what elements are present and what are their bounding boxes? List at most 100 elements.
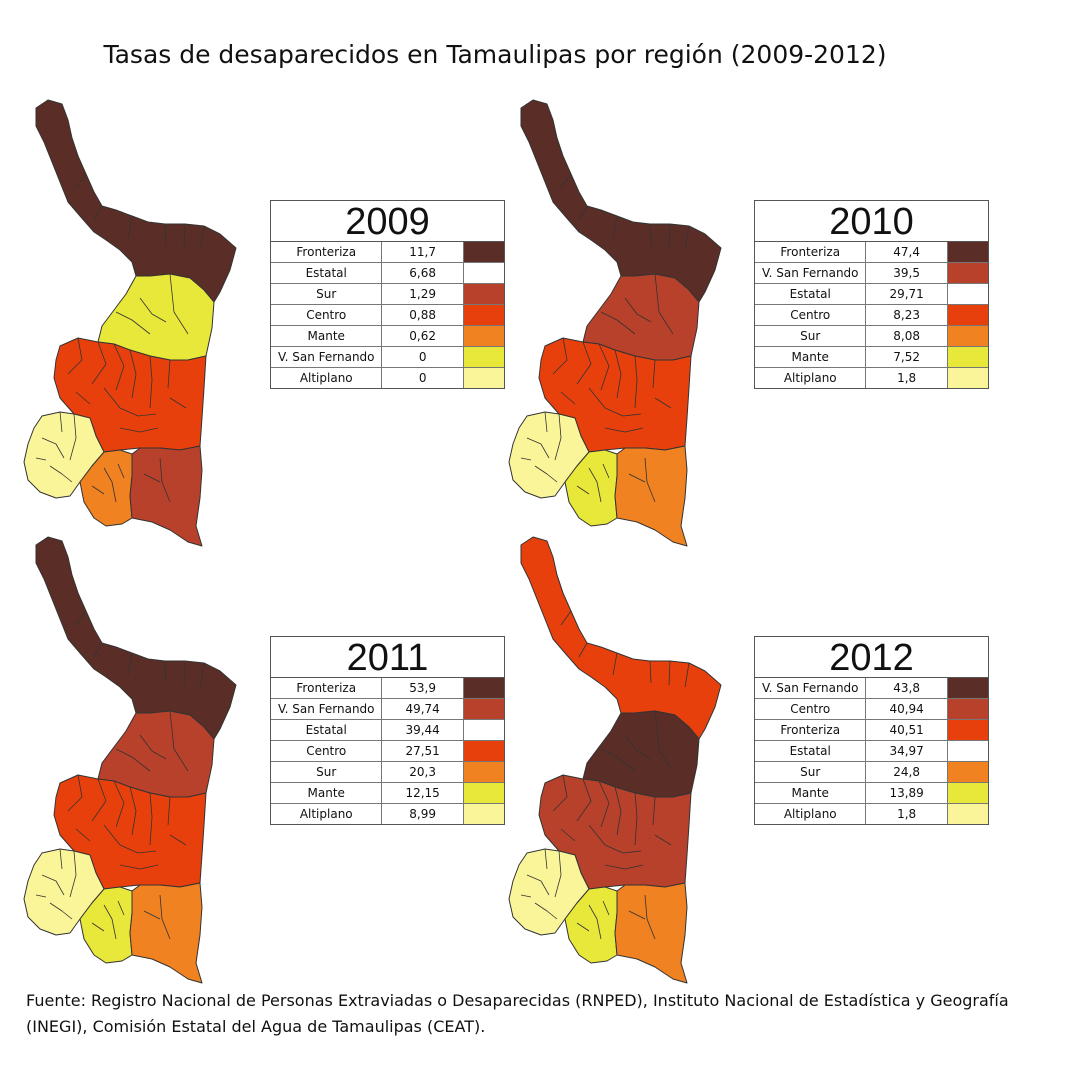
region-name: Centro <box>755 304 867 326</box>
legend-year: 2009 <box>271 201 504 243</box>
legend-row: Altiplano 0 <box>271 367 504 388</box>
region-name: Mante <box>271 325 383 347</box>
legend-row: Mante 13,89 <box>755 782 988 804</box>
region-fronteriza <box>35 99 237 303</box>
legend-rows: V. San Fernando 43,8 Centro 40,94 Fronteriza… <box>755 678 988 824</box>
legend-row: Estatal 6,68 <box>271 262 504 284</box>
legend-row: Sur 1,29 <box>271 283 504 305</box>
region-sur <box>129 882 203 984</box>
region-rate: 1,29 <box>381 283 464 305</box>
color-swatch <box>462 719 504 741</box>
legend-row: Centro 27,51 <box>271 740 504 762</box>
legend-row: V. San Fernando 0 <box>271 346 504 368</box>
region-name: Centro <box>755 698 867 720</box>
color-swatch <box>946 242 988 263</box>
region-rate: 47,4 <box>865 242 948 263</box>
map-2010 <box>505 98 735 548</box>
region-name: V. San Fernando <box>755 262 867 284</box>
legend-rows: Fronteriza 11,7 Estatal 6,68 Sur 1,29 Centro 0,… <box>271 242 504 388</box>
region-rate: 27,51 <box>381 740 464 762</box>
color-swatch <box>946 761 988 783</box>
region-name: Altiplano <box>271 367 383 388</box>
legend-row: Centro 0,88 <box>271 304 504 326</box>
color-swatch <box>462 678 504 699</box>
color-swatch <box>946 283 988 305</box>
region-rate: 43,8 <box>865 678 948 699</box>
region-name: Sur <box>271 761 383 783</box>
region-rate: 0 <box>381 367 464 388</box>
region-name: Altiplano <box>755 367 867 388</box>
region-name: Fronteriza <box>755 719 867 741</box>
legend-table-2010: 2010 Fronteriza 47,4 V. San Fernando 39,5 Es… <box>754 200 989 389</box>
region-name: Mante <box>755 346 867 368</box>
region-fronteriza <box>520 536 722 740</box>
region-rate: 8,99 <box>381 803 464 824</box>
legend-row: V. San Fernando 43,8 <box>755 678 988 699</box>
color-swatch <box>462 283 504 305</box>
region-rate: 12,15 <box>381 782 464 804</box>
region-rate: 0,88 <box>381 304 464 326</box>
region-rate: 11,7 <box>381 242 464 263</box>
color-swatch <box>462 782 504 804</box>
legend-year: 2011 <box>271 637 504 679</box>
page-title: Tasas de desaparecidos en Tamaulipas por… <box>103 40 887 69</box>
tamaulipas-map <box>508 536 722 984</box>
tamaulipas-map <box>23 536 237 984</box>
region-rate: 53,9 <box>381 678 464 699</box>
legend-table-2012: 2012 V. San Fernando 43,8 Centro 40,94 Front… <box>754 636 989 825</box>
color-swatch <box>946 678 988 699</box>
legend-row: Estatal 34,97 <box>755 740 988 762</box>
legend-row: Fronteriza 11,7 <box>271 242 504 263</box>
color-swatch <box>946 367 988 388</box>
color-swatch <box>462 262 504 284</box>
region-name: Mante <box>755 782 867 804</box>
legend-row: Fronteriza 40,51 <box>755 719 988 741</box>
region-rate: 8,08 <box>865 325 948 347</box>
region-name: Fronteriza <box>271 678 383 699</box>
region-name: Altiplano <box>755 803 867 824</box>
tamaulipas-map <box>508 99 722 547</box>
region-name: Estatal <box>755 283 867 305</box>
color-swatch <box>946 698 988 720</box>
legend-row: Estatal 39,44 <box>271 719 504 741</box>
region-sur <box>129 445 203 547</box>
color-swatch <box>462 242 504 263</box>
color-swatch <box>462 803 504 824</box>
region-rate: 40,51 <box>865 719 948 741</box>
legend-row: Fronteriza 53,9 <box>271 678 504 699</box>
region-rate: 1,8 <box>865 803 948 824</box>
source-note: Fuente: Registro Nacional de Personas Ex… <box>26 991 1009 1036</box>
legend-row: Fronteriza 47,4 <box>755 242 988 263</box>
color-swatch <box>946 803 988 824</box>
region-rate: 0,62 <box>381 325 464 347</box>
color-swatch <box>462 367 504 388</box>
region-name: Fronteriza <box>271 242 383 263</box>
region-rate: 24,8 <box>865 761 948 783</box>
region-fronteriza <box>520 99 722 303</box>
legend-row: Altiplano 1,8 <box>755 803 988 824</box>
legend-row: Sur 8,08 <box>755 325 988 347</box>
color-swatch <box>462 325 504 347</box>
region-name: Mante <box>271 782 383 804</box>
region-name: V. San Fernando <box>755 678 867 699</box>
legend-table-2009: 2009 Fronteriza 11,7 Estatal 6,68 Sur 1,29 Cen… <box>270 200 505 389</box>
region-sur <box>614 445 688 547</box>
legend-row: Sur 24,8 <box>755 761 988 783</box>
region-name: Estatal <box>755 740 867 762</box>
legend-table-2011: 2011 Fronteriza 53,9 V. San Fernando 49,74 E… <box>270 636 505 825</box>
color-swatch <box>946 262 988 284</box>
region-name: Centro <box>271 304 383 326</box>
legend-row: Sur 20,3 <box>271 761 504 783</box>
legend-row: Centro 8,23 <box>755 304 988 326</box>
map-2011 <box>20 535 250 985</box>
legend-year: 2012 <box>755 637 988 679</box>
color-swatch <box>462 698 504 720</box>
legend-row: Mante 12,15 <box>271 782 504 804</box>
color-swatch <box>946 719 988 741</box>
region-fronteriza <box>35 536 237 740</box>
region-rate: 13,89 <box>865 782 948 804</box>
tamaulipas-map <box>23 99 237 547</box>
region-rate: 0 <box>381 346 464 368</box>
color-swatch <box>462 304 504 326</box>
map-2012 <box>505 535 735 985</box>
